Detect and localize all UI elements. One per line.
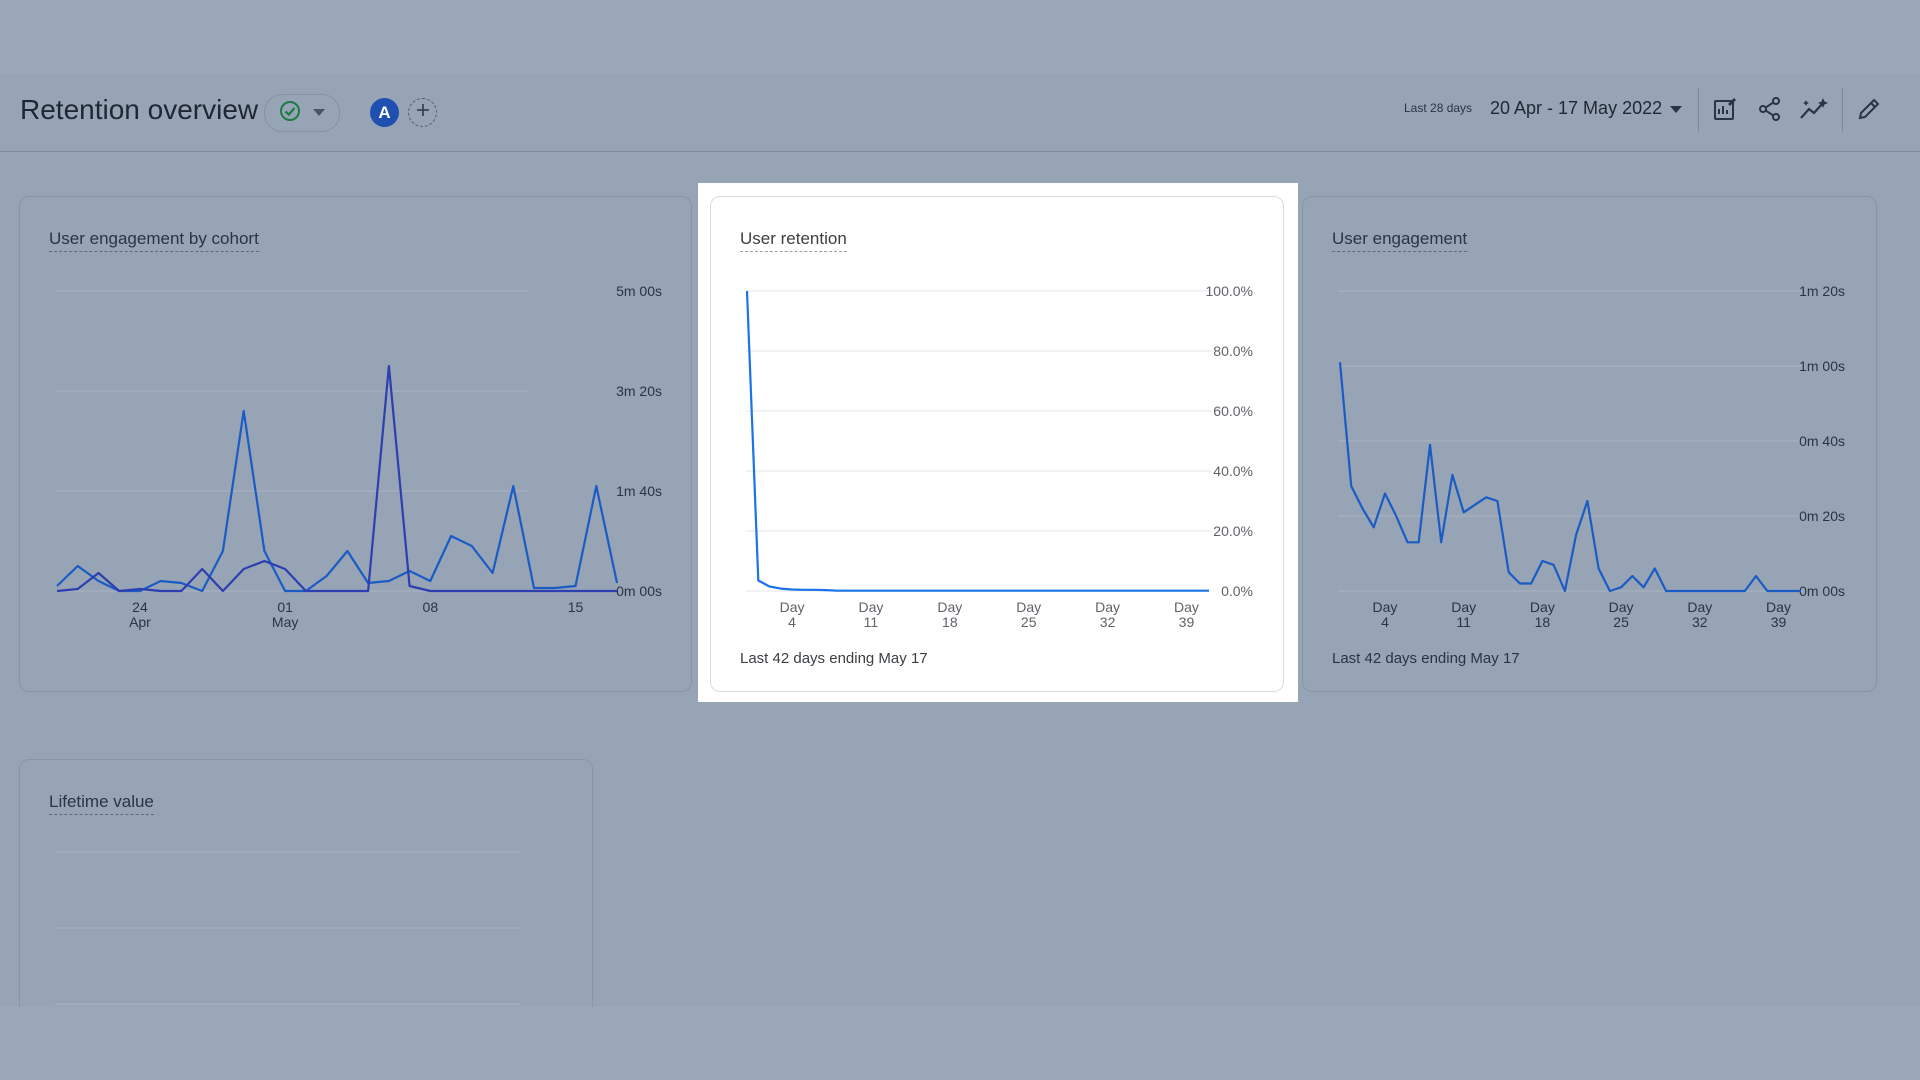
y-tick-label: 5m 00s bbox=[616, 283, 662, 299]
x-tick-label: Day bbox=[1373, 599, 1398, 615]
x-tick-label: 32 bbox=[1692, 614, 1708, 630]
share-button[interactable] bbox=[1753, 94, 1787, 128]
retention-line-chart: 0.0%20.0%40.0%60.0%80.0%100.0%Day4Day11D… bbox=[745, 283, 1253, 630]
x-tick-label: 24 bbox=[132, 599, 148, 615]
y-tick-label: 40.0% bbox=[1213, 463, 1253, 479]
date-range-value: 20 Apr - 17 May 2022 bbox=[1490, 98, 1663, 118]
y-tick-label: 1m 00s bbox=[1799, 358, 1845, 374]
bottom-overlay bbox=[0, 1007, 1920, 1080]
toolbar-divider bbox=[1842, 88, 1843, 132]
page-title: Retention overview bbox=[20, 94, 259, 125]
x-tick-label: Day bbox=[780, 599, 805, 615]
x-tick-label: 01 bbox=[277, 599, 293, 615]
x-tick-label: Day bbox=[1095, 599, 1120, 615]
y-tick-label: 3m 20s bbox=[616, 383, 662, 399]
x-tick-label: Apr bbox=[129, 614, 151, 630]
y-tick-label: 1m 20s bbox=[1799, 283, 1845, 299]
share-icon bbox=[1757, 96, 1783, 127]
x-tick-label: 4 bbox=[1381, 614, 1389, 630]
series-line bbox=[745, 290, 1209, 592]
x-tick-label: Day bbox=[1609, 599, 1634, 615]
customize-report-icon bbox=[1712, 96, 1738, 127]
toolbar-divider bbox=[1698, 88, 1699, 132]
x-tick-label: Day bbox=[1174, 599, 1199, 615]
series-line bbox=[1338, 362, 1801, 593]
x-tick-label: 18 bbox=[1535, 614, 1551, 630]
x-tick-label: Day bbox=[858, 599, 883, 615]
x-tick-label: 32 bbox=[1100, 614, 1116, 630]
y-tick-label: 0m 00s bbox=[616, 583, 662, 599]
x-tick-label: 39 bbox=[1771, 614, 1787, 630]
card-user-engagement[interactable]: User engagement 0m 00s 0m 20s 0m 40s 1m 00s… bbox=[1302, 196, 1877, 692]
x-tick-label: 25 bbox=[1021, 614, 1037, 630]
card-user-engagement-by-cohort[interactable]: User engagement by cohort 0m 00s 1m 40s 3m… bbox=[19, 196, 692, 692]
y-tick-label: 80.0% bbox=[1213, 343, 1253, 359]
add-comparison-button[interactable] bbox=[408, 98, 437, 127]
x-tick-label: 11 bbox=[864, 614, 879, 630]
card-footer: Last 42 days ending May 17 bbox=[740, 650, 928, 667]
y-tick-label: 20.0% bbox=[1213, 523, 1253, 539]
series-line bbox=[56, 409, 619, 593]
add-comparison-icon bbox=[415, 102, 431, 123]
card-title[interactable]: User engagement bbox=[1332, 229, 1468, 252]
card-title[interactable]: User engagement by cohort bbox=[49, 229, 259, 252]
edit-icon bbox=[1856, 96, 1882, 127]
x-tick-label: 11 bbox=[1456, 614, 1471, 630]
x-tick-label: 08 bbox=[423, 599, 439, 615]
x-tick-label: 15 bbox=[568, 599, 584, 615]
avatar[interactable]: A bbox=[370, 98, 399, 127]
y-tick-label: 0m 00s bbox=[1799, 583, 1845, 599]
date-range-label: Last 28 days bbox=[1404, 101, 1473, 115]
y-tick-label: 1m 40s bbox=[616, 483, 662, 499]
card-title[interactable]: Lifetime value bbox=[49, 792, 154, 815]
x-tick-label: 39 bbox=[1179, 614, 1195, 630]
x-tick-label: 18 bbox=[942, 614, 958, 630]
customize-report-button[interactable] bbox=[1708, 94, 1742, 128]
x-tick-label: Day bbox=[937, 599, 962, 615]
x-tick-label: Day bbox=[1766, 599, 1791, 615]
x-tick-label: 25 bbox=[1613, 614, 1629, 630]
x-tick-label: Day bbox=[1687, 599, 1712, 615]
card-user-retention[interactable]: User retention 0.0% 20.0% 40.0% 60.0% 80.0% 1… bbox=[710, 196, 1284, 692]
x-tick-label: Day bbox=[1530, 599, 1555, 615]
y-tick-label: 0m 40s bbox=[1799, 433, 1845, 449]
insights-button[interactable] bbox=[1797, 94, 1831, 128]
chevron-down-icon bbox=[313, 104, 325, 122]
report-status-dropdown[interactable] bbox=[264, 94, 340, 132]
series-line bbox=[56, 364, 617, 593]
y-tick-label: 0m 20s bbox=[1799, 508, 1845, 524]
x-tick-label: Day bbox=[1016, 599, 1041, 615]
date-range-picker[interactable]: 20 Apr - 17 May 2022 bbox=[1490, 98, 1683, 119]
x-tick-label: May bbox=[272, 614, 298, 630]
y-tick-label: 0.0% bbox=[1221, 583, 1253, 599]
check-circle-icon bbox=[279, 100, 301, 127]
y-tick-label: 100.0% bbox=[1206, 283, 1253, 299]
lifetime-value-gridlines bbox=[55, 851, 520, 1005]
insights-icon bbox=[1799, 96, 1829, 127]
edit-button[interactable] bbox=[1852, 94, 1886, 128]
date-range-chevron-icon bbox=[1670, 98, 1683, 119]
x-tick-label: 4 bbox=[788, 614, 796, 630]
report-header bbox=[0, 74, 1920, 152]
card-footer: Last 42 days ending May 17 bbox=[1332, 650, 1520, 667]
y-tick-label: 60.0% bbox=[1213, 403, 1253, 419]
card-title[interactable]: User retention bbox=[740, 229, 847, 252]
x-tick-label: Day bbox=[1451, 599, 1476, 615]
